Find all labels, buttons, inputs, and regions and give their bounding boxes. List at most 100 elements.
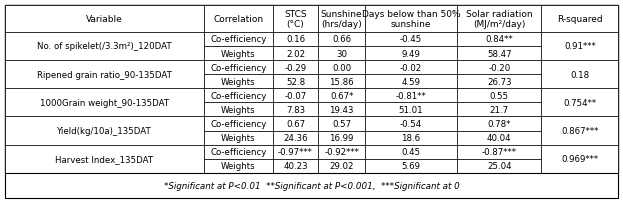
Bar: [273, 47, 318, 61]
Text: 58.47: 58.47: [487, 49, 511, 58]
Bar: [365, 117, 457, 131]
Text: Days below than 50%
sunshine: Days below than 50% sunshine: [362, 10, 460, 29]
Bar: [204, 103, 273, 117]
Text: -0.07: -0.07: [284, 91, 307, 100]
Bar: [273, 145, 318, 159]
Bar: [318, 131, 365, 145]
Bar: [541, 145, 618, 173]
Text: Weights: Weights: [221, 105, 256, 114]
Text: Co-efficiency: Co-efficiency: [211, 147, 267, 156]
Text: -0.45: -0.45: [400, 35, 422, 44]
Bar: [457, 61, 541, 75]
Bar: [5, 145, 204, 173]
Bar: [273, 117, 318, 131]
Text: 0.18: 0.18: [570, 70, 589, 79]
Bar: [273, 159, 318, 173]
Bar: [318, 33, 365, 47]
Text: 0.969***: 0.969***: [561, 154, 598, 163]
Text: -0.97***: -0.97***: [278, 147, 313, 156]
Text: 29.02: 29.02: [330, 162, 354, 170]
Bar: [204, 159, 273, 173]
Bar: [204, 6, 273, 33]
Bar: [365, 33, 457, 47]
Text: 2.02: 2.02: [286, 49, 305, 58]
Bar: [318, 75, 365, 89]
Text: Sunshine
(hrs/day): Sunshine (hrs/day): [321, 10, 363, 29]
Bar: [273, 61, 318, 75]
Text: 0.57: 0.57: [332, 119, 351, 128]
Text: Co-efficiency: Co-efficiency: [211, 63, 267, 72]
Bar: [5, 33, 204, 61]
Bar: [457, 117, 541, 131]
Bar: [204, 131, 273, 145]
Text: 40.23: 40.23: [283, 162, 308, 170]
Text: 19.43: 19.43: [330, 105, 354, 114]
Bar: [273, 131, 318, 145]
Bar: [541, 33, 618, 61]
Bar: [318, 6, 365, 33]
Bar: [5, 61, 204, 89]
Bar: [5, 89, 204, 117]
Text: 15.86: 15.86: [329, 77, 354, 86]
Text: Yield(kg/10a)_135DAT: Yield(kg/10a)_135DAT: [57, 126, 152, 135]
Bar: [318, 117, 365, 131]
Text: 7.83: 7.83: [286, 105, 305, 114]
Text: 0.66: 0.66: [332, 35, 351, 44]
Bar: [457, 47, 541, 61]
Text: 24.36: 24.36: [283, 133, 308, 142]
Bar: [541, 6, 618, 33]
Bar: [365, 75, 457, 89]
Bar: [273, 103, 318, 117]
Bar: [365, 159, 457, 173]
Bar: [457, 6, 541, 33]
Bar: [5, 6, 618, 173]
Bar: [5, 117, 204, 145]
Bar: [273, 89, 318, 103]
Text: 52.8: 52.8: [286, 77, 305, 86]
Text: 0.91***: 0.91***: [564, 42, 596, 51]
Bar: [204, 33, 273, 47]
Text: -0.29: -0.29: [285, 63, 307, 72]
Bar: [273, 33, 318, 47]
Bar: [457, 75, 541, 89]
Text: 21.7: 21.7: [490, 105, 509, 114]
Bar: [5, 173, 618, 198]
Text: -0.54: -0.54: [400, 119, 422, 128]
Bar: [318, 89, 365, 103]
Text: Variable: Variable: [86, 15, 123, 24]
Bar: [204, 75, 273, 89]
Text: Solar radiation
(MJ/m²/day): Solar radiation (MJ/m²/day): [466, 10, 533, 29]
Text: 0.67: 0.67: [286, 119, 305, 128]
Bar: [365, 61, 457, 75]
Text: Correlation: Correlation: [214, 15, 264, 24]
Bar: [204, 61, 273, 75]
Bar: [365, 6, 457, 33]
Text: Ripened grain ratio_90-135DAT: Ripened grain ratio_90-135DAT: [37, 70, 172, 79]
Text: 51.01: 51.01: [399, 105, 424, 114]
Text: 0.45: 0.45: [401, 147, 421, 156]
Bar: [457, 103, 541, 117]
Text: -0.81**: -0.81**: [396, 91, 427, 100]
Text: STCS
(°C): STCS (°C): [284, 10, 307, 29]
Bar: [541, 61, 618, 89]
Text: 0.55: 0.55: [490, 91, 509, 100]
Text: 4.59: 4.59: [402, 77, 421, 86]
Text: Weights: Weights: [221, 49, 256, 58]
Text: 1000Grain weight_90-135DAT: 1000Grain weight_90-135DAT: [40, 98, 169, 107]
Bar: [204, 145, 273, 159]
Bar: [318, 61, 365, 75]
Text: Weights: Weights: [221, 77, 256, 86]
Bar: [318, 159, 365, 173]
Text: Co-efficiency: Co-efficiency: [211, 91, 267, 100]
Text: Harvest Index_135DAT: Harvest Index_135DAT: [55, 154, 154, 163]
Text: R-squared: R-squared: [557, 15, 602, 24]
Bar: [273, 75, 318, 89]
Text: *Significant at P<0.01  **Significant at P<0.001,  ***Significant at 0: *Significant at P<0.01 **Significant at …: [164, 181, 459, 190]
Text: 18.6: 18.6: [401, 133, 421, 142]
Bar: [365, 47, 457, 61]
Text: 0.16: 0.16: [286, 35, 305, 44]
Text: 30: 30: [336, 49, 347, 58]
Text: -0.20: -0.20: [488, 63, 510, 72]
Text: 5.69: 5.69: [402, 162, 421, 170]
Text: 26.73: 26.73: [487, 77, 511, 86]
